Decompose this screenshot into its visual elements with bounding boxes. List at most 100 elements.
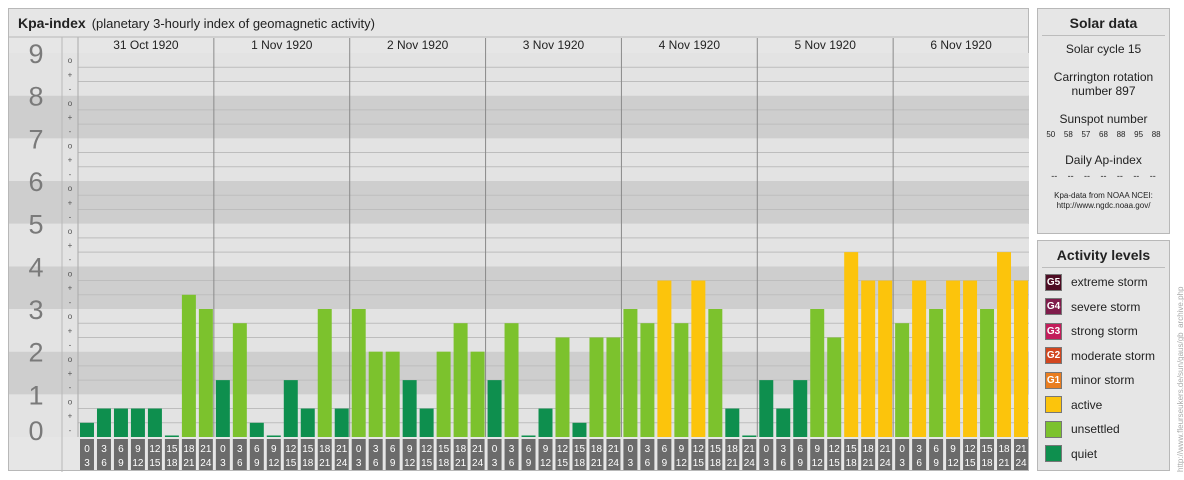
legend-label: active (1071, 397, 1103, 412)
interval-box (215, 439, 230, 470)
interval-end-label: 15 (965, 458, 977, 469)
interval-end-label: 6 (509, 458, 515, 469)
interval-box (164, 439, 179, 470)
y-sub-label: + (68, 326, 73, 335)
ap-value: -- (1149, 171, 1156, 181)
interval-box (368, 439, 383, 470)
kpa-bar-chart: 0123456789-+o-+o-+o-+o-+o-+o-+o-+o-+o31 … (9, 36, 1029, 472)
interval-end-label: 21 (591, 458, 603, 469)
interval-end-label: 6 (237, 458, 243, 469)
y-tick-label: 8 (28, 82, 43, 112)
interval-start-label: 21 (880, 444, 892, 455)
interval-start-label: 6 (662, 444, 668, 455)
interval-start-label: 9 (407, 444, 413, 455)
y-sub-label: + (68, 412, 73, 421)
kp-bar (249, 422, 264, 437)
sunspot-heading: Sunspot number (1059, 112, 1148, 126)
ap-heading: Daily Ap-index (1065, 153, 1142, 167)
legend-label: extreme storm (1071, 275, 1148, 290)
interval-start-label: 9 (271, 444, 277, 455)
interval-box (198, 439, 213, 470)
interval-start-label: 3 (237, 444, 243, 455)
interval-end-label: 12 (404, 458, 416, 469)
interval-start-label: 12 (557, 444, 569, 455)
interval-start-label: 15 (574, 444, 586, 455)
interval-start-label: 6 (933, 444, 939, 455)
interval-box (623, 439, 638, 470)
source-line1: Kpa-data from NOAA NCEI: (1054, 191, 1153, 200)
interval-end-label: 12 (812, 458, 824, 469)
y-sub-label: o (68, 227, 73, 236)
legend-swatch: G1 (1045, 371, 1062, 389)
interval-box (963, 439, 978, 470)
kp-bar (470, 351, 485, 437)
day-label: 3 Nov 1920 (523, 38, 585, 52)
interval-start-label: 12 (829, 444, 841, 455)
interval-box (181, 439, 196, 470)
carrington-line1: Carrington rotation (1053, 70, 1154, 84)
y-sub-label: - (69, 127, 72, 136)
interval-box (759, 439, 774, 470)
interval-end-label: 24 (744, 458, 756, 469)
y-sub-label: - (69, 85, 72, 94)
interval-box (810, 439, 825, 470)
sunspot-value: 88 (1151, 130, 1161, 139)
interval-start-label: 15 (710, 444, 722, 455)
legend-swatch (1045, 420, 1062, 438)
kpa-chart-panel: Kpa-index (planetary 3-hourly index of ge… (8, 8, 1029, 472)
activity-levels-panel: Activity levels G5 extreme storm G4 severe … (1037, 240, 1170, 471)
legend-label: quiet (1071, 446, 1098, 461)
day-label: 1 Nov 1920 (251, 38, 313, 52)
interval-box (861, 439, 876, 470)
chart-title: Kpa-index (planetary 3-hourly index of ge… (18, 15, 375, 31)
interval-end-label: 9 (526, 458, 532, 469)
interval-box (912, 439, 927, 470)
interval-box (946, 439, 961, 470)
interval-start-label: 21 (472, 444, 484, 455)
interval-start-label: 0 (220, 444, 226, 455)
kp-bar (368, 351, 383, 437)
ap-value: -- (1067, 171, 1074, 181)
kp-bar (674, 323, 689, 437)
level-band (9, 309, 1029, 352)
legend-item: G3 strong storm (1045, 319, 1169, 344)
interval-box (708, 439, 723, 470)
interval-start-label: 3 (780, 444, 786, 455)
level-band (9, 95, 1029, 139)
interval-box (96, 439, 111, 470)
interval-start-label: 12 (965, 444, 977, 455)
legend-swatch: G5 (1045, 273, 1062, 291)
site-credit[interactable]: http://www.fleurseukers.de/sun/gaus/gb_a… (1176, 286, 1184, 472)
interval-end-label: 3 (492, 458, 498, 469)
interval-start-label: 12 (421, 444, 433, 455)
y-sub-label: - (69, 383, 72, 392)
interval-end-label: 18 (438, 458, 450, 469)
y-sub-label: o (68, 56, 73, 65)
interval-end-label: 21 (183, 458, 195, 469)
interval-start-label: 12 (693, 444, 705, 455)
kp-bar (198, 309, 213, 437)
interval-start-label: 9 (543, 444, 549, 455)
kp-bar (402, 380, 417, 437)
y-tick-label: 7 (28, 124, 43, 154)
interval-start-label: 6 (254, 444, 260, 455)
kp-bar (657, 280, 672, 437)
interval-box (691, 439, 706, 470)
source-link[interactable]: http://www.ngdc.noaa.gov/ (1056, 201, 1151, 210)
y-sub-label: + (68, 156, 73, 165)
interval-start-label: 9 (950, 444, 956, 455)
sunspot-value: 68 (1099, 130, 1108, 139)
interval-box (385, 439, 400, 470)
kp-bar (80, 422, 94, 437)
y-sub-label: - (69, 298, 72, 307)
interval-start-label: 18 (727, 444, 739, 455)
interval-box (640, 439, 655, 470)
interval-box (266, 439, 281, 470)
kp-bar (606, 337, 621, 437)
y-sub-label: o (68, 184, 73, 193)
interval-start-label: 0 (356, 444, 362, 455)
interval-box (844, 439, 859, 470)
interval-start-label: 6 (526, 444, 532, 455)
interval-end-label: 15 (421, 458, 433, 469)
kp-bar (232, 323, 247, 437)
